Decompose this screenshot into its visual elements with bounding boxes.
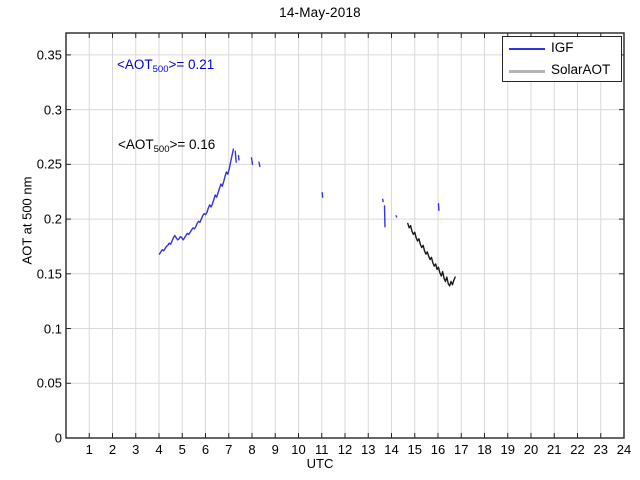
series-line-solaraot bbox=[407, 222, 456, 287]
x-tick-label: 21 bbox=[547, 442, 562, 457]
x-tick-label: 10 bbox=[291, 442, 306, 457]
x-tick-label: 17 bbox=[454, 442, 469, 457]
annotation-igf-text: <AOT500>= 0.21 bbox=[117, 57, 215, 75]
legend-item-solaraot[interactable]: SolarAOT bbox=[503, 59, 623, 82]
page-title: 14-May-2018 bbox=[279, 5, 361, 20]
series-line-igf bbox=[158, 148, 235, 255]
x-tick-label: 15 bbox=[407, 442, 422, 457]
x-axis-label: UTC bbox=[306, 456, 334, 471]
legend: IGF SolarAOT bbox=[502, 36, 622, 82]
x-tick-label: 1 bbox=[85, 442, 93, 457]
x-tick-label: 5 bbox=[178, 442, 186, 457]
x-tick-label: 24 bbox=[616, 442, 632, 457]
series-line-igf bbox=[234, 150, 237, 163]
x-tick-label: 14 bbox=[384, 442, 399, 457]
x-tick-label: 9 bbox=[271, 442, 279, 457]
y-tick-label: 0.05 bbox=[36, 375, 62, 391]
annotation-solar-text: <AOT500>= 0.16 bbox=[118, 137, 216, 155]
legend-swatch-igf bbox=[509, 48, 545, 50]
legend-item-igf[interactable]: IGF bbox=[503, 37, 623, 60]
x-tick-label: 3 bbox=[132, 442, 140, 457]
x-tick-label: 11 bbox=[315, 442, 329, 457]
x-tick-label: 13 bbox=[361, 442, 376, 457]
y-tick-label: 0.1 bbox=[43, 321, 62, 337]
annotation-igf-mean: <AOT500>= 0.21 bbox=[117, 57, 215, 75]
x-tick-label: 16 bbox=[430, 442, 446, 457]
y-tick-label: 0 bbox=[54, 430, 62, 446]
x-tick-label: 8 bbox=[248, 442, 256, 457]
x-tick-label: 22 bbox=[570, 442, 585, 457]
y-tick-label: 0.25 bbox=[36, 156, 62, 172]
x-tick-label: 19 bbox=[500, 442, 515, 457]
x-tick-label: 7 bbox=[225, 442, 233, 457]
x-tick-label: 18 bbox=[477, 442, 492, 457]
series-line-igf bbox=[258, 161, 261, 168]
series-line-igf bbox=[250, 157, 254, 166]
y-tick-label: 0.35 bbox=[36, 47, 62, 63]
y-tick-label: 0.2 bbox=[43, 211, 62, 227]
y-tick-label: 0.15 bbox=[36, 266, 62, 282]
x-tick-label: 4 bbox=[155, 442, 163, 457]
legend-label-igf: IGF bbox=[551, 40, 574, 55]
x-tick-label: 20 bbox=[523, 442, 539, 457]
y-tick-label: 0.3 bbox=[43, 102, 62, 118]
annotation-solar-mean: <AOT500>= 0.16 bbox=[118, 137, 216, 155]
y-axis-tick-labels: 0 0.05 0.1 0.15 0.2 0.25 0.3 0.35 bbox=[0, 0, 62, 480]
x-tick-label: 6 bbox=[201, 442, 210, 457]
x-tick-label: 2 bbox=[108, 442, 117, 457]
x-tick-label: 23 bbox=[593, 442, 608, 457]
legend-label-solaraot: SolarAOT bbox=[551, 62, 611, 77]
legend-swatch-solaraot bbox=[509, 70, 545, 73]
x-tick-label: 12 bbox=[337, 442, 353, 457]
